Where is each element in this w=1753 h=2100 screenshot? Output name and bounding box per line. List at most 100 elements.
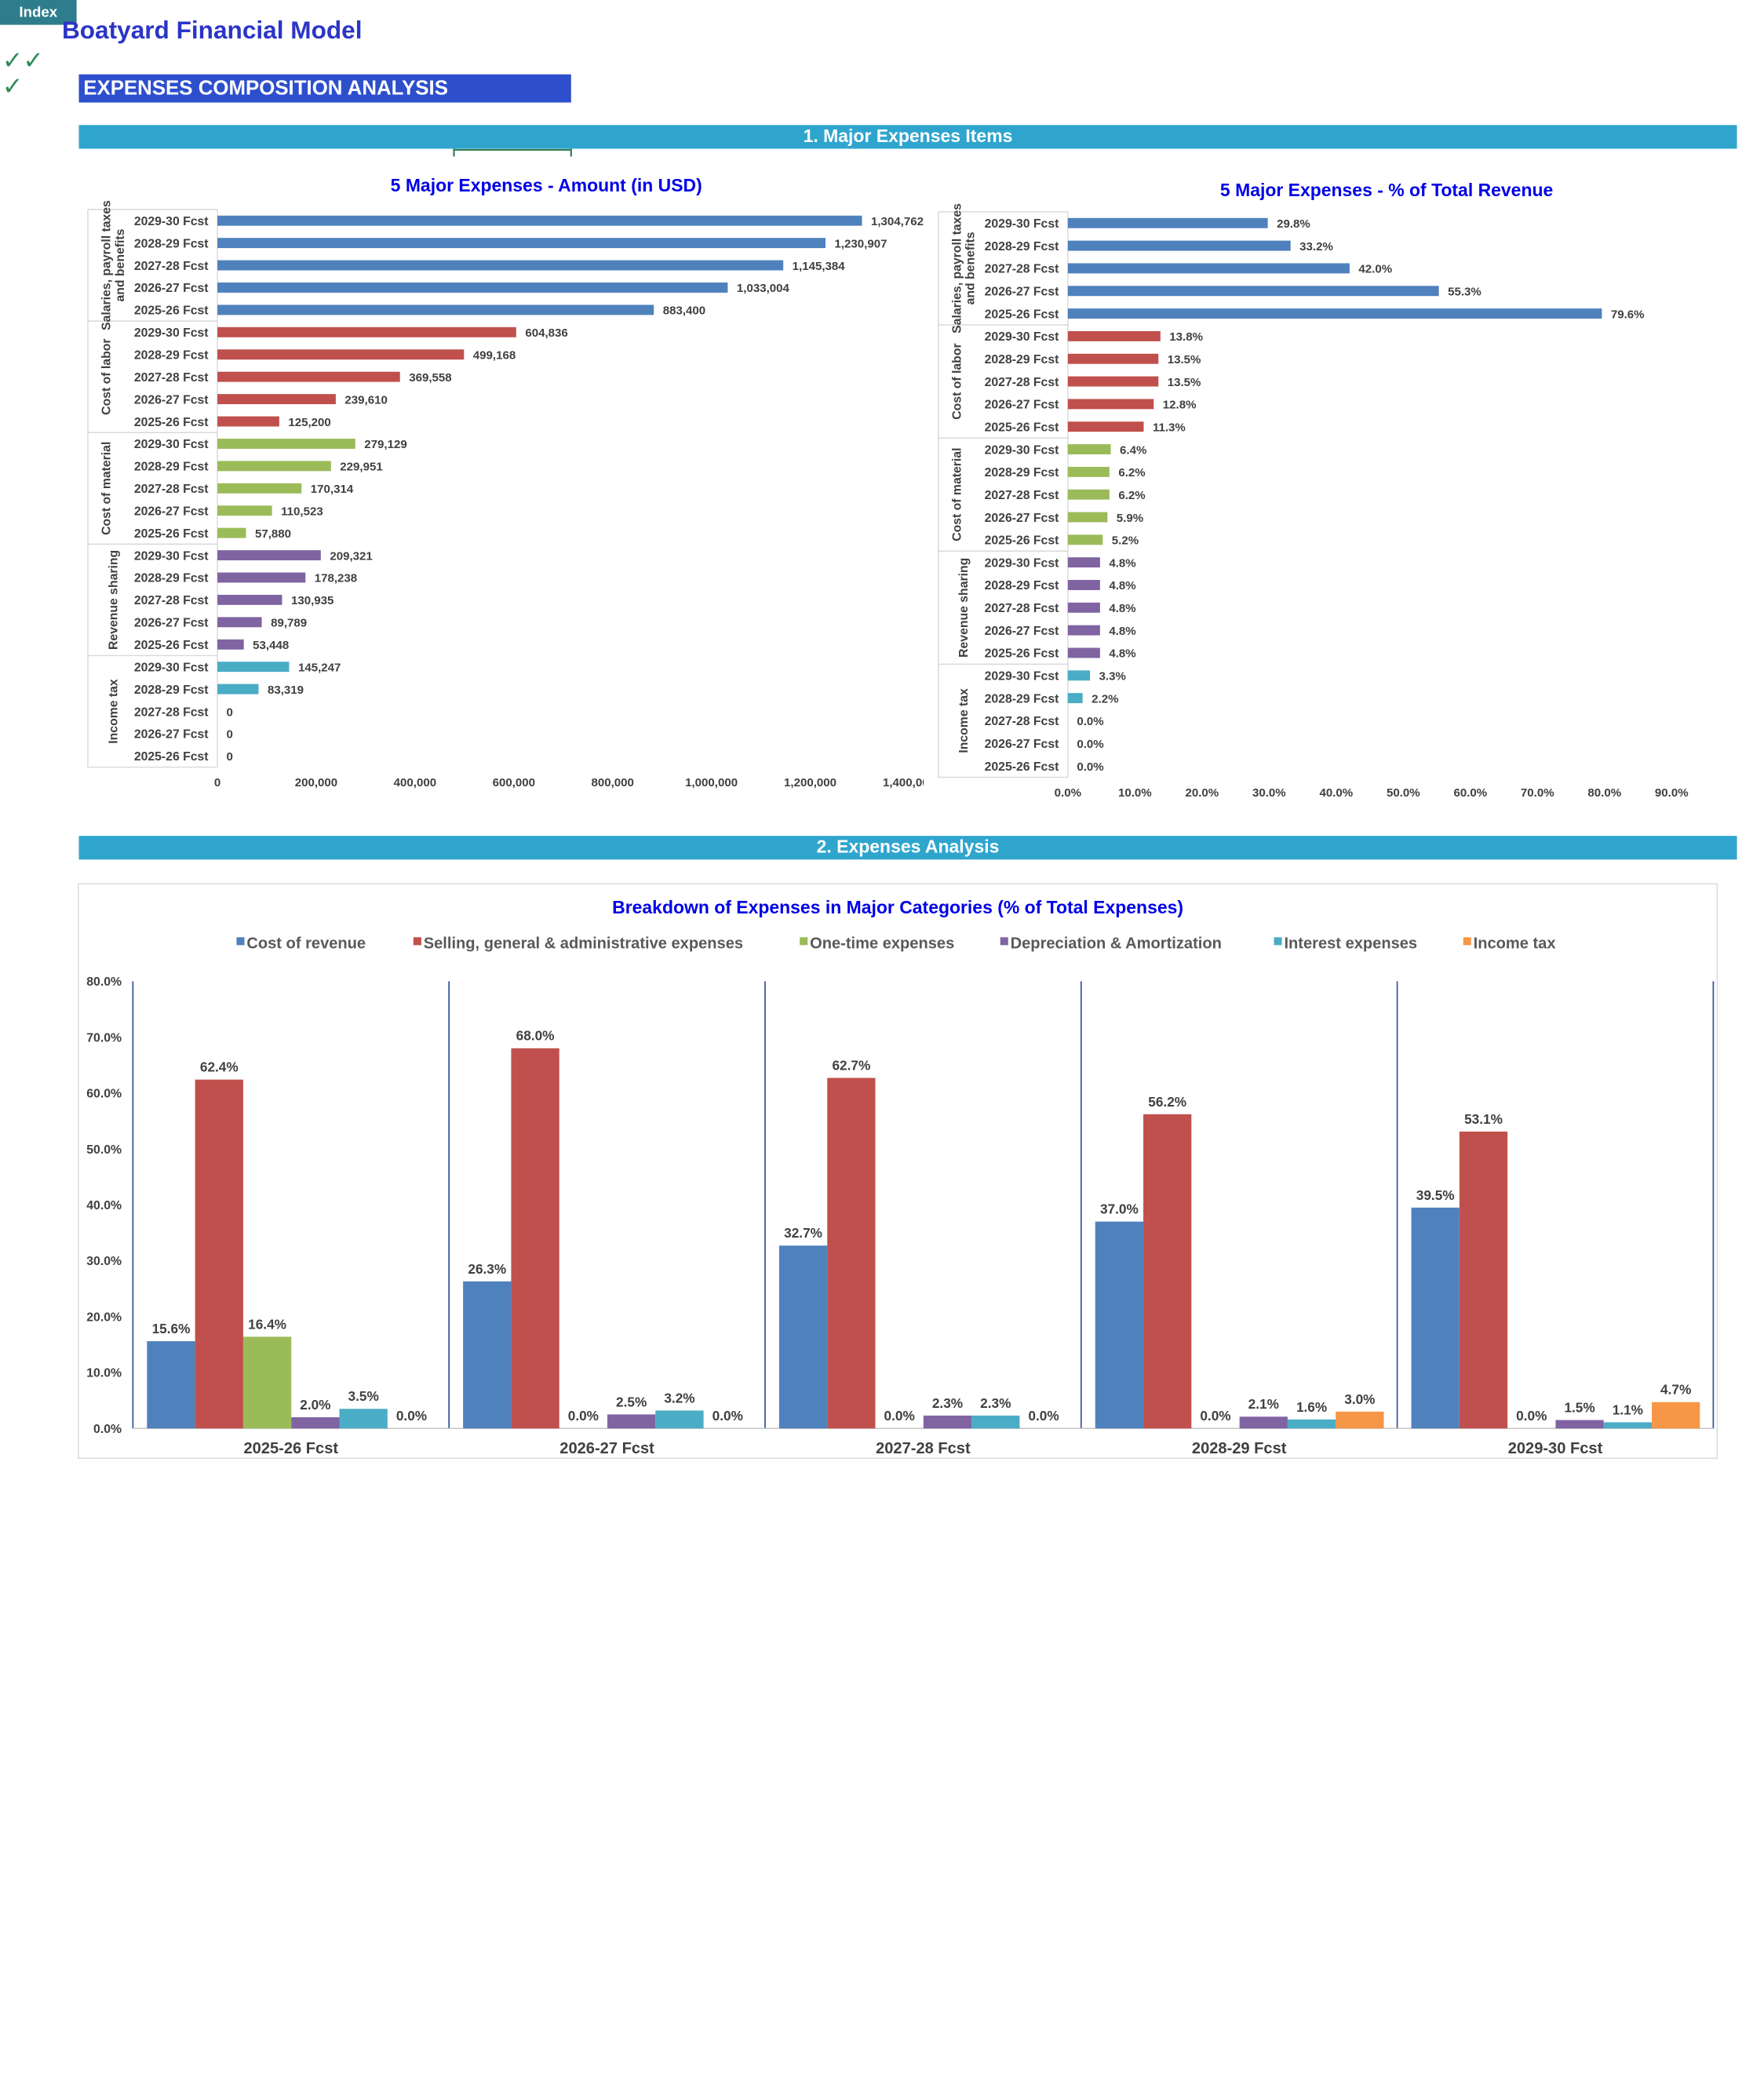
- category-tick-label: 2029-30 Fcst: [134, 438, 209, 451]
- data-label: 4.7%: [1660, 1382, 1691, 1398]
- category-tick-label: 2028-29 Fcst: [134, 348, 209, 362]
- category-tick-label: 2027-28 Fcst: [134, 260, 209, 273]
- legend-swatch: [1000, 937, 1008, 946]
- category-tick-label: 2026-27 Fcst: [985, 286, 1059, 299]
- check-mark-icon: ✓: [2, 73, 24, 102]
- legend-swatch: [413, 937, 421, 946]
- chart-title: 5 Major Expenses - Amount (in USD): [391, 175, 702, 195]
- legend-label: Interest expenses: [1284, 935, 1417, 953]
- bar: [1067, 557, 1100, 568]
- data-label: 0: [227, 705, 233, 719]
- group-label: Revenue sharing: [957, 558, 971, 658]
- data-label: 55.3%: [1448, 286, 1481, 299]
- bar: [339, 1409, 388, 1429]
- data-label: 0.0%: [1200, 1408, 1230, 1424]
- legend-label: Selling, general & administrative expens…: [424, 935, 743, 953]
- data-label: 4.8%: [1109, 579, 1135, 592]
- bar: [217, 438, 355, 449]
- data-label: 6.2%: [1118, 489, 1145, 502]
- chart-amount: 5 Major Expenses - Amount (in USD) Salari…: [87, 175, 924, 789]
- x-tick-label: 2028-29 Fcst: [1192, 1440, 1287, 1457]
- bar: [1067, 534, 1103, 545]
- bar: [1067, 466, 1110, 477]
- x-tick-label: 2026-27 Fcst: [559, 1440, 654, 1457]
- bar: [217, 283, 728, 293]
- x-tick-label: 2029-30 Fcst: [1508, 1440, 1603, 1457]
- bar: [217, 505, 272, 516]
- data-label: 15.6%: [152, 1321, 191, 1336]
- data-label: 0.0%: [1516, 1408, 1547, 1424]
- category-tick-label: 2028-29 Fcst: [985, 579, 1059, 592]
- data-label: 1,230,907: [834, 237, 887, 250]
- check-mark-icon: ✓✓: [2, 47, 44, 76]
- bar: [217, 394, 336, 405]
- data-label: 29.8%: [1277, 217, 1310, 231]
- bar: [1067, 421, 1144, 432]
- category-tick-label: 2027-28 Fcst: [134, 705, 209, 719]
- x-tick-label: 30.0%: [1252, 786, 1286, 800]
- bar: [463, 1281, 512, 1429]
- bar: [217, 326, 516, 337]
- data-label: 3.5%: [348, 1388, 379, 1404]
- data-label: 178,238: [315, 572, 357, 585]
- bar: [217, 260, 784, 271]
- data-label: 239,610: [344, 393, 387, 407]
- data-label: 2.5%: [616, 1394, 647, 1409]
- data-label: 1,145,384: [793, 260, 846, 273]
- data-label: 125,200: [288, 416, 330, 429]
- y-tick-label: 30.0%: [86, 1255, 122, 1268]
- group-label: Income tax: [107, 679, 120, 744]
- category-tick-label: 2029-30 Fcst: [985, 670, 1059, 684]
- category-tick-label: 2027-28 Fcst: [985, 376, 1059, 389]
- y-tick-label: 0.0%: [93, 1423, 122, 1436]
- legend-swatch: [236, 937, 245, 946]
- index-button[interactable]: Index: [0, 0, 77, 25]
- x-tick-label: 400,000: [394, 776, 436, 789]
- group-label: Revenue sharing: [107, 550, 120, 650]
- category-tick-label: 2025-26 Fcst: [985, 421, 1059, 434]
- data-label: 5.2%: [1112, 534, 1139, 548]
- data-label: 56.2%: [1148, 1094, 1186, 1110]
- bar: [1067, 308, 1602, 319]
- group-label: Cost of labor: [100, 339, 114, 415]
- category-tick-label: 2028-29 Fcst: [134, 461, 209, 474]
- bar: [217, 461, 331, 472]
- data-label: 4.8%: [1109, 556, 1135, 570]
- bar: [1067, 330, 1161, 341]
- category-tick-label: 2026-27 Fcst: [134, 728, 209, 742]
- category-tick-label: 2028-29 Fcst: [985, 240, 1059, 253]
- category-tick-label: 2027-28 Fcst: [985, 263, 1059, 276]
- bar: [217, 215, 862, 226]
- bar: [1555, 1420, 1604, 1429]
- x-tick-label: 0.0%: [1055, 786, 1081, 800]
- bar: [1095, 1221, 1144, 1429]
- data-label: 3.2%: [664, 1390, 694, 1405]
- data-label: 1,304,762: [871, 215, 924, 228]
- data-label: 83,319: [268, 684, 304, 697]
- data-label: 6.4%: [1120, 443, 1146, 457]
- data-label: 110,523: [281, 505, 323, 518]
- bar: [1067, 240, 1291, 251]
- category-tick-label: 2026-27 Fcst: [985, 625, 1059, 638]
- category-tick-label: 2027-28 Fcst: [134, 594, 209, 607]
- category-tick-label: 2028-29 Fcst: [134, 237, 209, 250]
- bar: [511, 1048, 559, 1429]
- bar: [1067, 670, 1091, 681]
- data-label: 39.5%: [1416, 1187, 1455, 1203]
- section-band-analysis: 2. Expenses Analysis: [78, 836, 1737, 860]
- data-label: 53,448: [253, 639, 289, 652]
- app-title: Boatyard Financial Model: [61, 16, 363, 44]
- legend-label: Cost of revenue: [246, 935, 366, 953]
- x-tick-label: 800,000: [591, 776, 633, 789]
- group-label: Income tax: [957, 688, 971, 753]
- x-tick-label: 60.0%: [1453, 786, 1487, 800]
- bar: [217, 304, 654, 315]
- category-tick-label: 2025-26 Fcst: [985, 534, 1059, 548]
- data-label: 0.0%: [1077, 738, 1103, 751]
- x-tick-label: 200,000: [295, 776, 337, 789]
- category-tick-label: 2027-28 Fcst: [134, 371, 209, 385]
- data-label: 2.3%: [932, 1395, 963, 1411]
- bar: [778, 1245, 828, 1429]
- data-label: 26.3%: [468, 1261, 506, 1277]
- data-label: 4.8%: [1109, 647, 1135, 661]
